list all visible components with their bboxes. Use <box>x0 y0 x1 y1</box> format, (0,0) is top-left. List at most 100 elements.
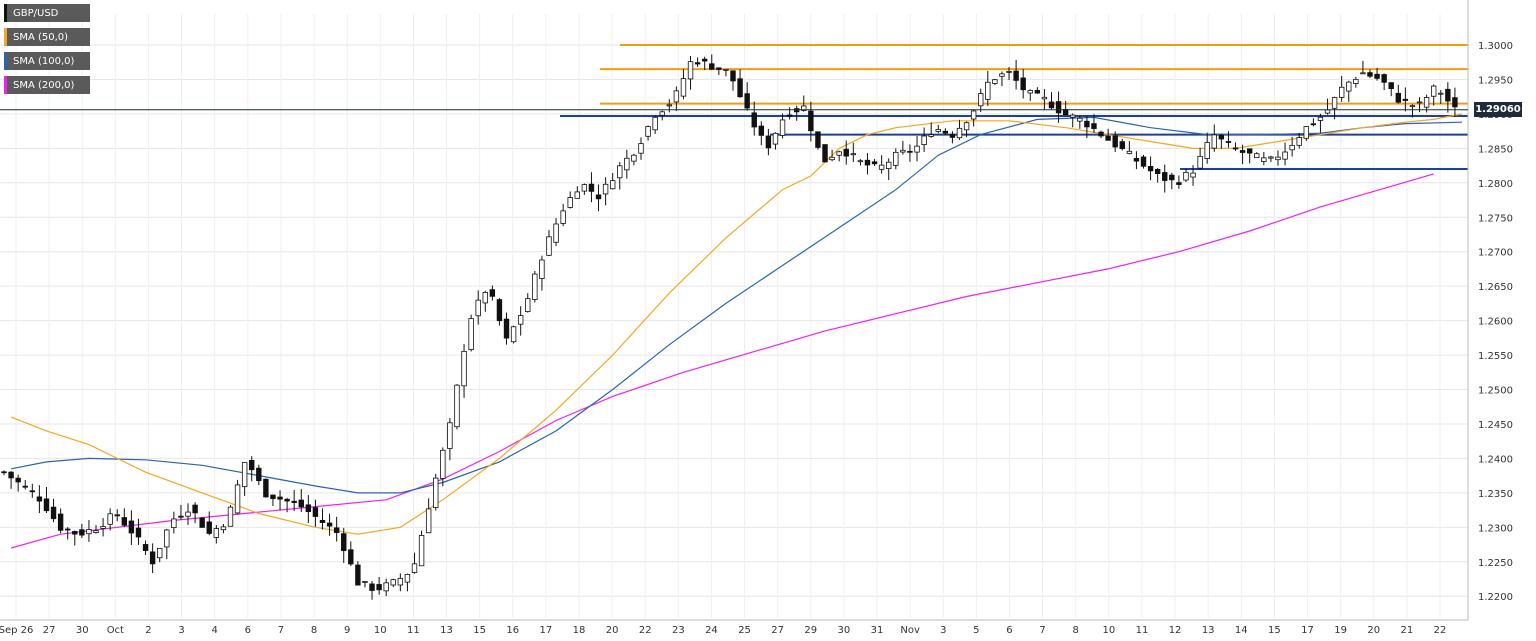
candle-body <box>57 513 64 531</box>
y-tick-label: 1.2350 <box>1478 489 1513 500</box>
candle-body <box>652 116 658 131</box>
candle-body <box>1 471 7 474</box>
candle-body <box>956 127 963 139</box>
candle-body <box>921 135 927 146</box>
x-tick-label: 2 <box>145 625 151 636</box>
candle-body <box>680 78 687 97</box>
candle-body <box>1353 78 1359 84</box>
candle-body <box>645 126 651 137</box>
x-tick-label: 6 <box>1006 625 1012 636</box>
candle-body <box>1140 156 1147 167</box>
candle-body <box>15 477 21 483</box>
y-tick-label: 1.2300 <box>1478 523 1513 534</box>
candle-body <box>928 134 934 137</box>
candle-body <box>609 180 616 190</box>
candle-body <box>135 527 142 538</box>
x-tick-label: 7 <box>1039 625 1045 636</box>
candle-body <box>319 519 326 524</box>
candle-body <box>1268 156 1274 159</box>
legend-symbol: GBP/USD <box>4 4 90 22</box>
candle-body <box>326 522 333 527</box>
candle-body <box>192 504 198 514</box>
candle-body <box>1197 155 1203 169</box>
x-tick-label: 4 <box>212 625 218 636</box>
candle-body <box>50 506 57 520</box>
candle-body <box>1232 147 1239 150</box>
candle-body <box>701 58 708 62</box>
candle-body <box>510 326 517 343</box>
candle-body <box>588 183 595 192</box>
candle-body <box>1162 172 1168 181</box>
candle-body <box>1112 135 1118 148</box>
y-tick-label: 1.2950 <box>1478 75 1513 86</box>
x-tick-label: 21 <box>1401 625 1414 636</box>
candle-body <box>1020 77 1026 91</box>
x-tick-label: 13 <box>440 625 453 636</box>
x-tick-label: 12 <box>1169 625 1182 636</box>
candle-body <box>893 151 899 166</box>
y-tick-label: 1.2850 <box>1478 144 1513 155</box>
x-tick-label: 11 <box>407 625 420 636</box>
x-axis: Sep 26 27 30 Oct 2 3 4 6 7 8 9 10 11 13 15 16 17 18 20 22 23… <box>0 619 1468 636</box>
candle-body <box>348 549 354 565</box>
candle-body <box>914 145 920 153</box>
x-tick-label: 25 <box>738 625 751 636</box>
candle-body <box>298 499 304 508</box>
candle-body <box>1303 126 1309 139</box>
candle-body <box>864 159 871 166</box>
y-tick-label: 1.2700 <box>1478 248 1513 259</box>
candle-body <box>900 149 906 153</box>
candle-body <box>1367 72 1373 77</box>
candle-body <box>263 478 269 498</box>
candle-body <box>284 498 290 502</box>
candle-body <box>341 533 347 552</box>
x-tick-label: 31 <box>871 625 884 636</box>
candle-body <box>836 151 842 156</box>
y-tick-label: 1.2750 <box>1478 213 1513 224</box>
x-tick-label: 20 <box>1367 625 1380 636</box>
x-tick-label: Oct <box>107 625 124 636</box>
candle-body <box>808 110 814 132</box>
y-tick-label: 1.2550 <box>1478 351 1513 362</box>
x-tick-label: 10 <box>1102 625 1115 636</box>
candle-body <box>369 583 375 591</box>
candle-body <box>249 459 255 471</box>
candle-body <box>595 194 602 200</box>
x-tick-label: 13 <box>1202 625 1215 636</box>
candle-body <box>1169 174 1175 181</box>
candle-body <box>1438 92 1444 95</box>
candle-body <box>1381 74 1387 83</box>
candle-body <box>1282 151 1288 160</box>
candle-body <box>362 581 368 583</box>
candle-body <box>418 535 425 567</box>
candle-body <box>36 496 43 502</box>
y-tick-label: 1.2250 <box>1478 558 1513 569</box>
candle-body <box>149 551 156 565</box>
x-tick-label: 8 <box>1073 625 1079 636</box>
candle-body <box>8 471 14 479</box>
candle-body <box>1154 168 1161 175</box>
candle-body <box>206 521 212 534</box>
candle-body <box>1070 114 1076 118</box>
candle-body <box>157 547 163 559</box>
candle-body <box>1409 105 1416 108</box>
candle-body <box>447 422 453 449</box>
candle-body <box>425 508 432 534</box>
candle-body <box>468 318 474 350</box>
candle-body <box>496 299 503 322</box>
x-tick-label: 29 <box>804 625 817 636</box>
candle-body <box>503 318 510 339</box>
candle-body <box>1183 171 1189 181</box>
x-tick-label: 30 <box>838 625 851 636</box>
candle-body <box>433 477 439 509</box>
y-tick-label: 1.3000 <box>1478 41 1513 52</box>
sma200-line <box>10 173 1434 549</box>
candle-body <box>1091 123 1097 129</box>
candle-body <box>723 68 729 71</box>
candle-body <box>1147 166 1154 172</box>
candle-body <box>227 506 234 527</box>
candle-body <box>963 122 970 131</box>
candle-body <box>397 577 404 586</box>
candle-body <box>546 236 552 256</box>
candle-body <box>1275 156 1281 161</box>
